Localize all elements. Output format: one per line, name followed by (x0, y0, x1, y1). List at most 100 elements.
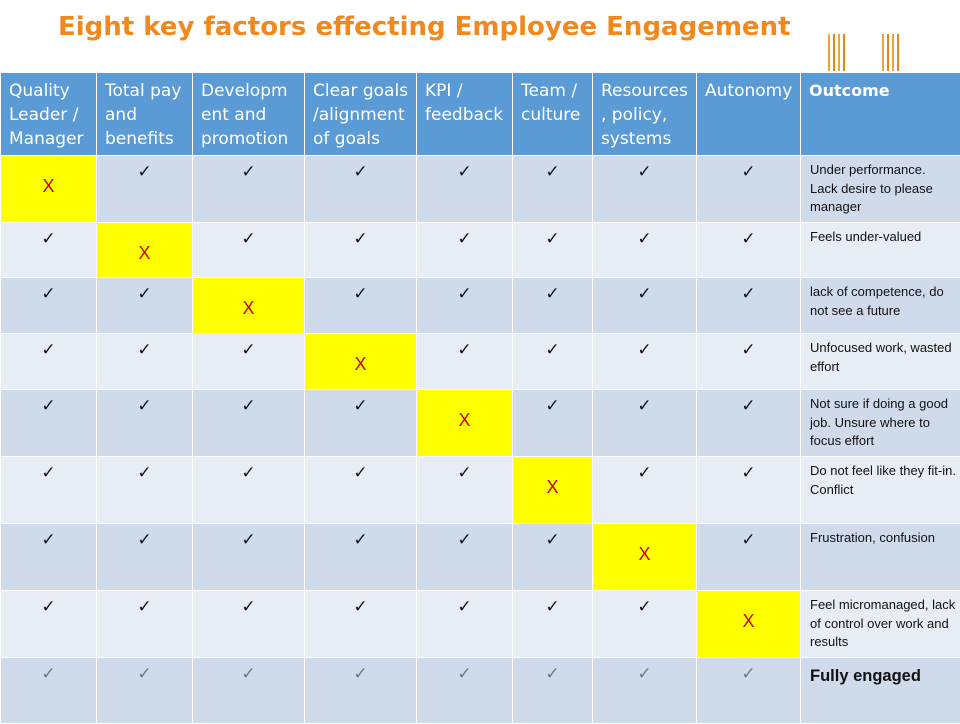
present-check-mark: ✓ (97, 334, 193, 390)
present-check-mark: ✓ (593, 591, 697, 658)
present-check-mark: ✓ (417, 334, 513, 390)
header-row: Quality Leader / Manager Total pay and b… (1, 73, 960, 156)
present-check-mark: ✓ (305, 223, 417, 278)
outcome-cell: Not sure if doing a good job. Unsure whe… (801, 390, 960, 457)
header-kpi-feedback: KPI / feedback (417, 73, 513, 156)
present-check-mark: ✓ (1, 591, 97, 658)
present-check-mark: ✓ (697, 278, 801, 334)
present-check-mark: ✓ (417, 278, 513, 334)
present-check-mark: ✓ (193, 390, 305, 457)
missing-factor-mark: X (305, 334, 417, 390)
logo-mark-left (828, 34, 845, 71)
present-check-mark: ✓ (513, 334, 593, 390)
missing-factor-mark: X (513, 457, 593, 524)
present-check-mark: ✓ (593, 457, 697, 524)
present-check-mark: ✓ (305, 156, 417, 223)
present-check-mark: ✓ (697, 457, 801, 524)
outcome-cell: lack of competence, do not see a future (801, 278, 960, 334)
present-check-mark: ✓ (97, 390, 193, 457)
table-row: ✓✓X✓✓✓✓✓lack of competence, do not see a… (1, 278, 960, 334)
header-team-culture: Team / culture (513, 73, 593, 156)
present-check-mark: ✓ (1, 390, 97, 457)
outcome-cell: Feel micromanaged, lack of control over … (801, 591, 960, 658)
header-clear-goals: Clear goals /alignment of goals (305, 73, 417, 156)
table-body: X✓✓✓✓✓✓✓Under performance. Lack desire t… (1, 156, 960, 724)
header-resources: Resources , policy, systems (593, 73, 697, 156)
table-row: ✓✓✓✓✓✓X✓Frustration, confusion (1, 524, 960, 591)
outcome-cell: Do not feel like they fit-in. Conflict (801, 457, 960, 524)
outcome-cell: Feels under-valued (801, 223, 960, 278)
present-check-mark: ✓ (593, 658, 697, 724)
present-check-mark: ✓ (593, 334, 697, 390)
present-check-mark: ✓ (193, 334, 305, 390)
present-check-mark: ✓ (97, 658, 193, 724)
outcome-cell: Frustration, confusion (801, 524, 960, 591)
present-check-mark: ✓ (1, 457, 97, 524)
header-development: Developm ent and promotion (193, 73, 305, 156)
present-check-mark: ✓ (697, 223, 801, 278)
present-check-mark: ✓ (513, 390, 593, 457)
present-check-mark: ✓ (1, 334, 97, 390)
present-check-mark: ✓ (513, 156, 593, 223)
present-check-mark: ✓ (193, 457, 305, 524)
header-outcome: Outcome (801, 73, 960, 156)
table-row: X✓✓✓✓✓✓✓Under performance. Lack desire t… (1, 156, 960, 223)
present-check-mark: ✓ (513, 223, 593, 278)
missing-factor-mark: X (193, 278, 305, 334)
present-check-mark: ✓ (305, 390, 417, 457)
missing-factor-mark: X (593, 524, 697, 591)
logo-mark-right (882, 34, 899, 71)
table-row: ✓✓✓✓✓X✓✓Do not feel like they fit-in. Co… (1, 457, 960, 524)
present-check-mark: ✓ (417, 457, 513, 524)
present-check-mark: ✓ (513, 658, 593, 724)
present-check-mark: ✓ (593, 278, 697, 334)
present-check-mark: ✓ (305, 658, 417, 724)
present-check-mark: ✓ (697, 156, 801, 223)
present-check-mark: ✓ (1, 278, 97, 334)
present-check-mark: ✓ (305, 278, 417, 334)
present-check-mark: ✓ (97, 156, 193, 223)
header-quality-leader: Quality Leader / Manager (1, 73, 97, 156)
present-check-mark: ✓ (513, 278, 593, 334)
header-pay-benefits: Total pay and benefits (97, 73, 193, 156)
present-check-mark: ✓ (193, 156, 305, 223)
present-check-mark: ✓ (513, 591, 593, 658)
present-check-mark: ✓ (697, 658, 801, 724)
present-check-mark: ✓ (697, 524, 801, 591)
table-row: ✓✓✓✓X✓✓✓Not sure if doing a good job. Un… (1, 390, 960, 457)
present-check-mark: ✓ (417, 658, 513, 724)
present-check-mark: ✓ (417, 591, 513, 658)
present-check-mark: ✓ (305, 524, 417, 591)
present-check-mark: ✓ (193, 658, 305, 724)
missing-factor-mark: X (97, 223, 193, 278)
present-check-mark: ✓ (697, 390, 801, 457)
engagement-factor-table: Quality Leader / Manager Total pay and b… (0, 72, 960, 724)
present-check-mark: ✓ (193, 524, 305, 591)
present-check-mark: ✓ (193, 591, 305, 658)
present-check-mark: ✓ (1, 524, 97, 591)
present-check-mark: ✓ (97, 524, 193, 591)
present-check-mark: ✓ (593, 223, 697, 278)
present-check-mark: ✓ (97, 278, 193, 334)
table-row: ✓X✓✓✓✓✓✓Feels under-valued (1, 223, 960, 278)
present-check-mark: ✓ (1, 658, 97, 724)
present-check-mark: ✓ (97, 591, 193, 658)
table-row: ✓✓✓✓✓✓✓✓Fully engaged (1, 658, 960, 724)
outcome-cell: Under performance. Lack desire to please… (801, 156, 960, 223)
present-check-mark: ✓ (1, 223, 97, 278)
present-check-mark: ✓ (697, 334, 801, 390)
present-check-mark: ✓ (417, 524, 513, 591)
present-check-mark: ✓ (593, 390, 697, 457)
missing-factor-mark: X (697, 591, 801, 658)
present-check-mark: ✓ (97, 457, 193, 524)
missing-factor-mark: X (417, 390, 513, 457)
present-check-mark: ✓ (305, 457, 417, 524)
outcome-cell: Fully engaged (801, 658, 960, 724)
present-check-mark: ✓ (193, 223, 305, 278)
present-check-mark: ✓ (417, 223, 513, 278)
missing-factor-mark: X (1, 156, 97, 223)
present-check-mark: ✓ (513, 524, 593, 591)
table-row: ✓✓✓X✓✓✓✓Unfocused work, wasted effort (1, 334, 960, 390)
present-check-mark: ✓ (417, 156, 513, 223)
